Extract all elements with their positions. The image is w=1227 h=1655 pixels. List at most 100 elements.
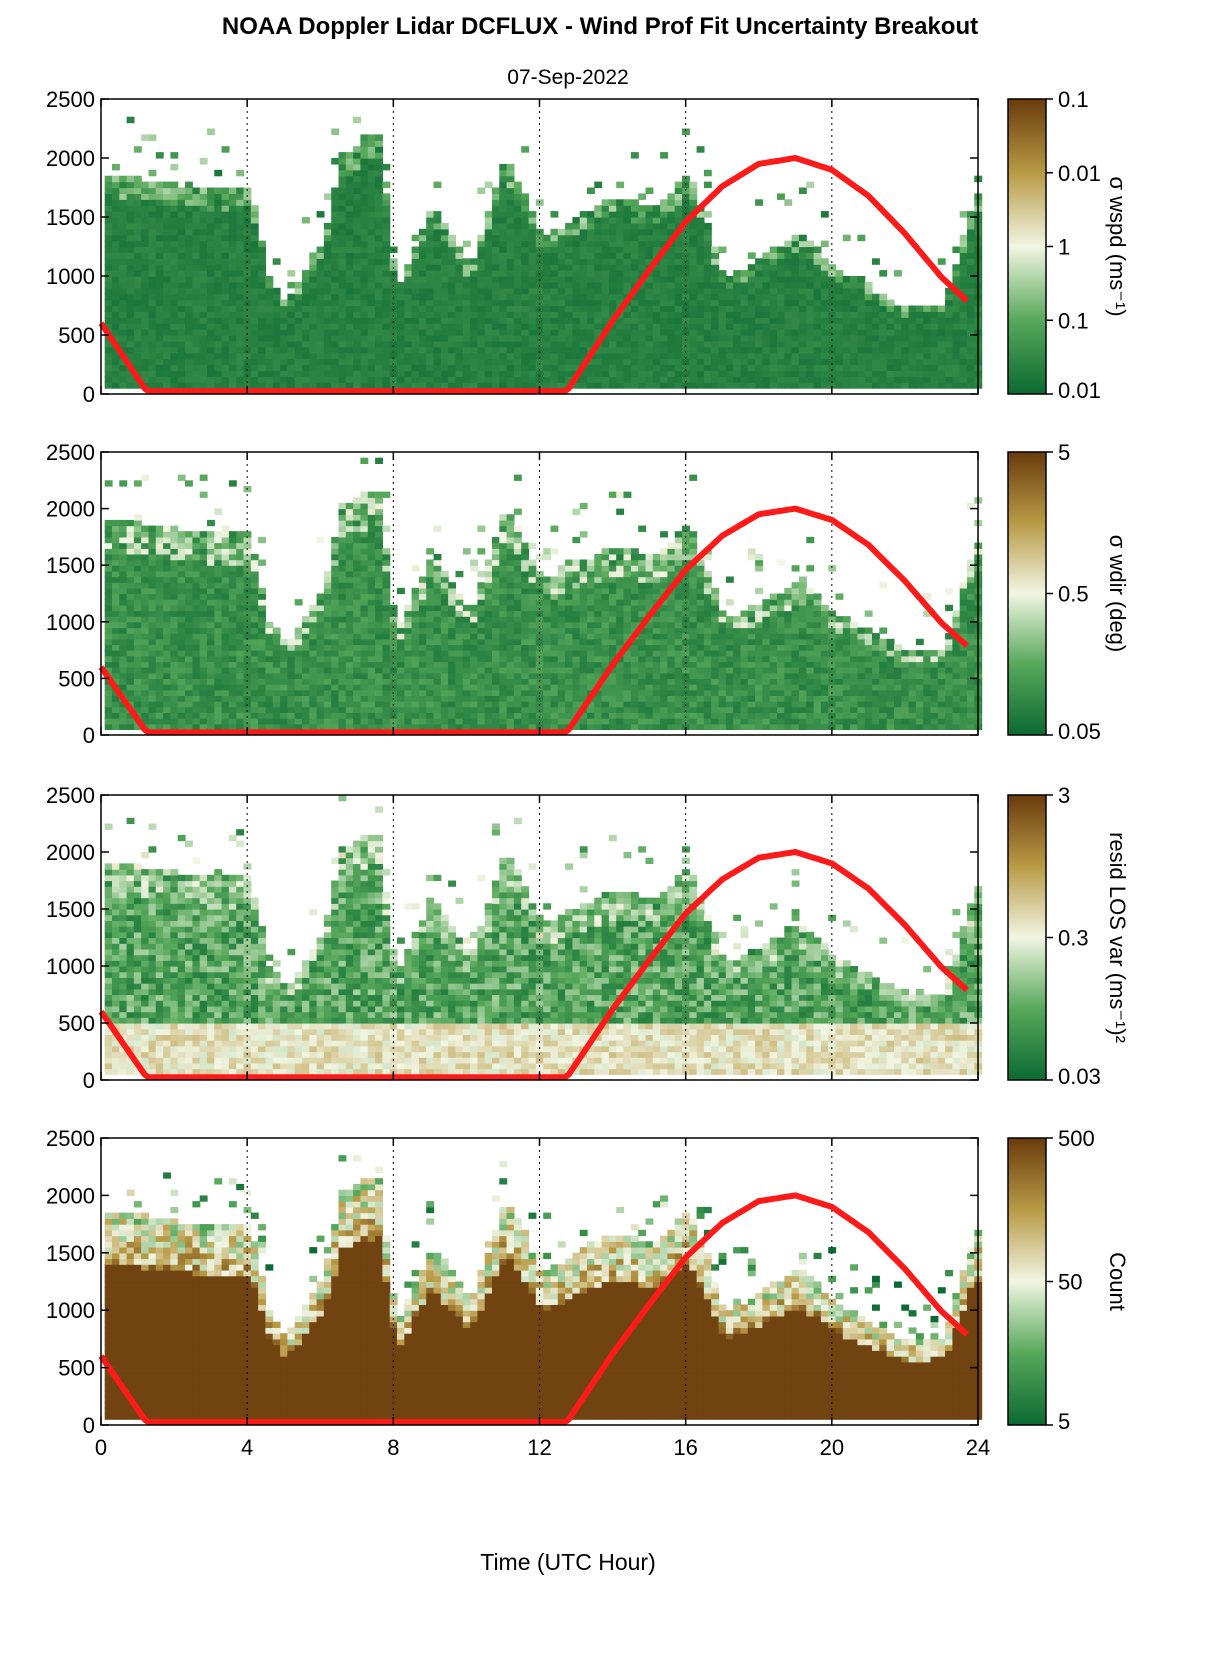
heatmap-cell bbox=[499, 293, 508, 301]
heatmap-cell bbox=[236, 616, 245, 623]
heatmap-cell bbox=[221, 525, 230, 532]
heatmap-cell bbox=[309, 718, 318, 725]
heatmap-cell bbox=[572, 287, 581, 295]
heatmap-cell bbox=[397, 712, 405, 719]
heatmap-cell bbox=[250, 672, 259, 679]
heatmap-cell bbox=[375, 163, 383, 171]
heatmap-cell bbox=[623, 264, 632, 271]
heatmap-cell bbox=[601, 317, 610, 324]
heatmap-cell bbox=[426, 695, 435, 702]
heatmap-cell bbox=[214, 258, 223, 265]
heatmap-cell bbox=[616, 181, 625, 189]
heatmap-cell bbox=[813, 287, 822, 295]
heatmap-cell bbox=[652, 340, 661, 348]
heatmap-cell bbox=[104, 525, 113, 532]
heatmap-cell bbox=[623, 276, 632, 283]
heatmap-cell bbox=[338, 678, 347, 685]
heatmap-cell bbox=[163, 181, 171, 189]
heatmap-cell bbox=[565, 246, 573, 253]
heatmap-cell bbox=[126, 205, 135, 212]
heatmap-cell bbox=[389, 335, 398, 342]
heatmap-cell bbox=[345, 661, 354, 668]
heatmap-cell bbox=[185, 695, 193, 702]
heatmap-cell bbox=[608, 217, 617, 224]
heatmap-cell bbox=[499, 199, 508, 206]
heatmap-cell bbox=[177, 661, 186, 668]
heatmap-cell bbox=[645, 287, 654, 295]
heatmap-cell bbox=[192, 364, 201, 371]
heatmap-cell bbox=[747, 305, 756, 312]
heatmap-cell bbox=[382, 723, 391, 730]
heatmap-cell bbox=[199, 548, 208, 555]
heatmap-cell bbox=[382, 587, 391, 595]
heatmap-cell bbox=[331, 593, 340, 600]
heatmap-cell bbox=[448, 701, 456, 708]
heatmap-cell bbox=[543, 305, 552, 312]
heatmap-cell bbox=[163, 570, 171, 578]
heatmap-cell bbox=[258, 370, 266, 377]
heatmap-cell bbox=[769, 329, 778, 336]
heatmap-cell bbox=[689, 193, 698, 200]
heatmap-cell bbox=[630, 293, 639, 301]
heatmap-cell bbox=[418, 270, 427, 277]
y-tick-label: 0 bbox=[83, 382, 95, 407]
heatmap-cell bbox=[382, 246, 391, 253]
heatmap-cell bbox=[163, 616, 171, 623]
heatmap-cell bbox=[448, 667, 456, 674]
heatmap-cell bbox=[375, 655, 383, 663]
heatmap-cell bbox=[177, 633, 186, 640]
heatmap-cell bbox=[455, 701, 464, 708]
heatmap-cell bbox=[528, 246, 537, 253]
heatmap-cell bbox=[506, 228, 515, 236]
heatmap-cell bbox=[521, 193, 530, 200]
heatmap-cell bbox=[806, 281, 815, 289]
heatmap-cell bbox=[762, 270, 771, 277]
heatmap-cell bbox=[243, 364, 252, 371]
heatmap-cell bbox=[214, 264, 223, 271]
heatmap-cell bbox=[331, 689, 340, 696]
heatmap-cell bbox=[718, 364, 727, 371]
heatmap-cell bbox=[338, 593, 347, 600]
heatmap-cell bbox=[828, 340, 837, 348]
heatmap-cell bbox=[133, 582, 142, 589]
heatmap-cell bbox=[170, 695, 179, 702]
heatmap-cell bbox=[126, 358, 135, 366]
heatmap-cell bbox=[265, 287, 274, 295]
heatmap-cell bbox=[499, 234, 508, 242]
heatmap-cell bbox=[133, 689, 142, 696]
heatmap-cell bbox=[389, 718, 398, 725]
heatmap-cell bbox=[331, 193, 340, 200]
heatmap-cell bbox=[316, 281, 325, 289]
heatmap-cell bbox=[499, 358, 508, 366]
heatmap-cell bbox=[448, 258, 456, 265]
heatmap-cell bbox=[243, 548, 252, 555]
heatmap-cell bbox=[397, 587, 405, 595]
heatmap-cell bbox=[674, 335, 683, 342]
heatmap-cell bbox=[835, 346, 844, 354]
heatmap-cell bbox=[243, 616, 252, 623]
heatmap-cell bbox=[155, 276, 164, 283]
heatmap-cell bbox=[397, 650, 405, 657]
heatmap-cell bbox=[177, 610, 186, 617]
heatmap-cell bbox=[842, 323, 851, 330]
heatmap-cell bbox=[755, 258, 763, 265]
heatmap-cell bbox=[791, 376, 800, 383]
heatmap-cell bbox=[660, 317, 668, 324]
heatmap-cell bbox=[360, 323, 369, 330]
heatmap-cell bbox=[367, 187, 376, 194]
heatmap-cell bbox=[382, 228, 391, 236]
heatmap-cell bbox=[630, 264, 639, 271]
heatmap-cell bbox=[119, 650, 128, 657]
heatmap-cell bbox=[360, 519, 369, 527]
heatmap-cell bbox=[404, 329, 413, 336]
heatmap-cell bbox=[112, 382, 120, 389]
heatmap-cell bbox=[345, 169, 354, 177]
heatmap-cell bbox=[550, 329, 559, 336]
heatmap-cell bbox=[375, 604, 383, 612]
heatmap-cell bbox=[820, 364, 829, 371]
heatmap-cell bbox=[689, 340, 698, 348]
heatmap-cell bbox=[207, 340, 215, 348]
heatmap-cell bbox=[141, 340, 150, 348]
heatmap-cell bbox=[448, 712, 456, 719]
heatmap-cell bbox=[345, 650, 354, 657]
